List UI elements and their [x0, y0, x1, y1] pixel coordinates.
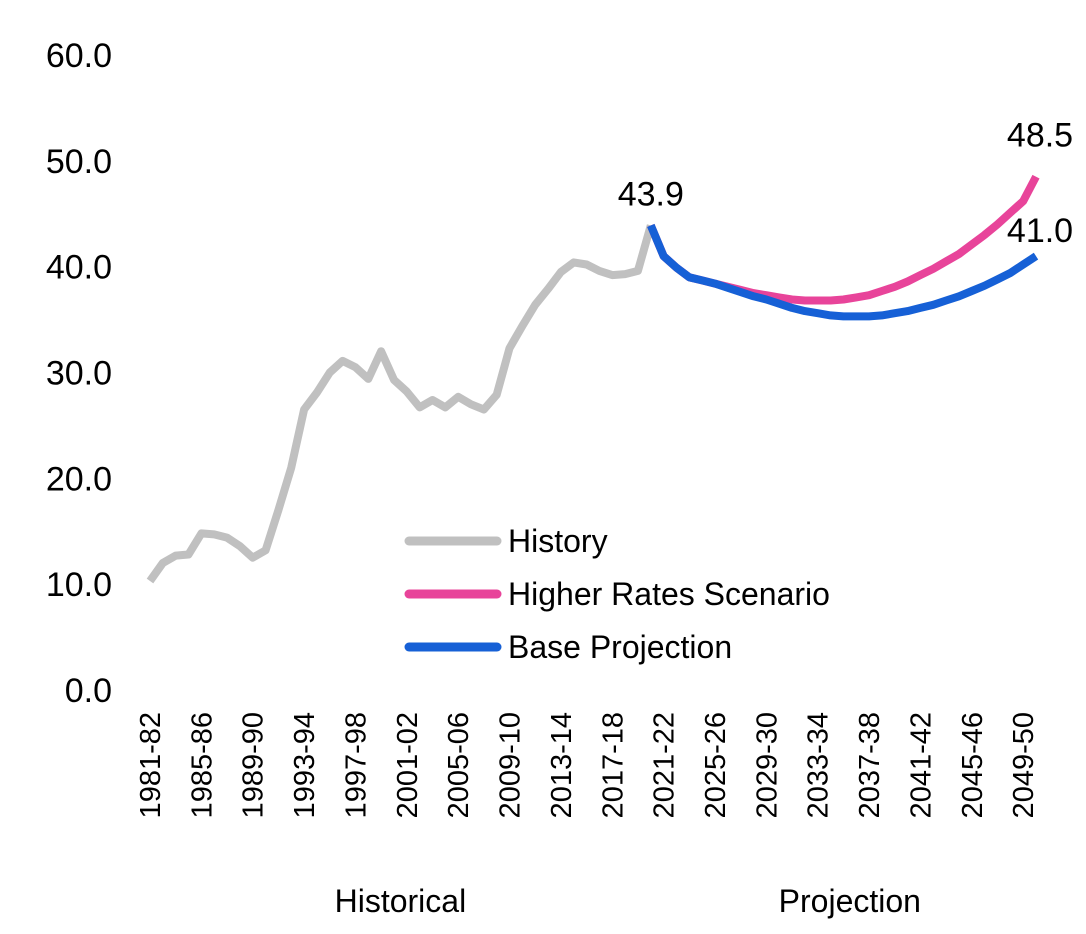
- x-tick-label: 2033-34: [803, 712, 835, 818]
- x-group-label: Projection: [779, 883, 921, 919]
- x-tick-label: 2049-50: [1008, 712, 1040, 818]
- x-tick-label: 2001-02: [392, 712, 424, 818]
- y-tick-label: 0.0: [65, 672, 112, 710]
- series-line-history: [146, 224, 655, 584]
- data-label: 48.5: [1007, 117, 1073, 155]
- y-axis-ticks: 0.0 10.0 20.0 30.0 40.0 50.0 60.0: [46, 37, 112, 710]
- y-tick-label: 40.0: [46, 249, 112, 287]
- y-tick-label: 50.0: [46, 143, 112, 181]
- x-tick-label: 2025-26: [700, 712, 732, 818]
- x-tick-label: 2037-38: [854, 712, 886, 818]
- x-tick-label: 2041-42: [905, 712, 937, 818]
- data-label: 43.9: [618, 175, 684, 213]
- y-tick-label: 20.0: [46, 460, 112, 498]
- series-line-base-projection: [647, 223, 1039, 321]
- x-tick-label: 2021-22: [649, 712, 681, 818]
- series-lines: [146, 174, 1040, 584]
- x-tick-label: 2045-46: [957, 712, 989, 818]
- x-tick-label: 2029-30: [751, 712, 783, 818]
- y-tick-label: 30.0: [46, 355, 112, 393]
- x-tick-label: 1981-82: [135, 712, 167, 818]
- data-labels: 43.9 48.5 41.0: [618, 117, 1073, 250]
- x-tick-label: 1985-86: [186, 712, 218, 818]
- x-axis-ticks: 1981-82 1985-86 1989-90 1993-94 1997-98 2001-…: [135, 712, 1040, 818]
- x-tick-label: 1997-98: [340, 712, 372, 818]
- x-tick-label: 2017-18: [597, 712, 629, 818]
- data-label: 41.0: [1007, 212, 1073, 250]
- x-tick-label: 1989-90: [238, 712, 270, 818]
- x-tick-label: 2005-06: [443, 712, 475, 818]
- x-tick-label: 2009-10: [495, 712, 527, 818]
- x-tick-label: 2013-14: [546, 712, 578, 818]
- legend-label: Higher Rates Scenario: [508, 576, 830, 612]
- x-axis-group-labels: Historical Projection: [335, 883, 921, 919]
- x-tick-label: 1993-94: [289, 712, 321, 818]
- legend-label: History: [508, 523, 608, 559]
- y-tick-label: 10.0: [46, 566, 112, 604]
- y-tick-label: 60.0: [46, 37, 112, 75]
- chart-legend: History Higher Rates Scenario Base Project…: [404, 523, 830, 665]
- legend-label: Base Projection: [508, 629, 732, 665]
- x-group-label: Historical: [335, 883, 467, 919]
